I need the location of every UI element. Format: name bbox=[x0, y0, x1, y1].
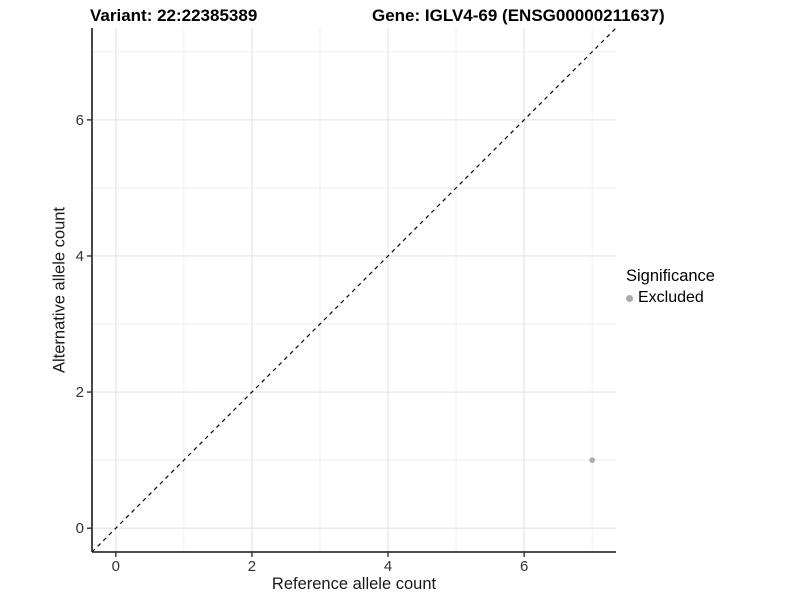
legend-item-excluded: Excluded bbox=[626, 289, 715, 307]
y-axis-label: Alternative allele count bbox=[50, 206, 69, 374]
x-axis-label: Reference allele count bbox=[271, 575, 437, 593]
legend-point-icon bbox=[626, 294, 633, 302]
y-tick-label: 2 bbox=[76, 384, 84, 401]
plot-title-gene: Gene: IGLV4-69 (ENSG00000211637) bbox=[372, 6, 665, 25]
legend: Significance Excluded bbox=[626, 267, 715, 307]
x-tick-label: 4 bbox=[384, 558, 392, 575]
plot-title-variant: Variant: 22:22385389 bbox=[90, 6, 258, 25]
x-tick-label: 2 bbox=[248, 558, 256, 575]
x-tick-label: 0 bbox=[112, 558, 120, 575]
legend-item-label: Excluded bbox=[638, 289, 704, 306]
legend-title: Significance bbox=[626, 267, 715, 285]
x-tick-label: 6 bbox=[520, 558, 528, 575]
data-point bbox=[589, 457, 595, 463]
y-tick-label: 6 bbox=[76, 112, 84, 129]
y-tick-label: 0 bbox=[76, 520, 84, 537]
y-tick-label: 4 bbox=[76, 248, 84, 265]
identity-dashed-line bbox=[91, 27, 617, 553]
